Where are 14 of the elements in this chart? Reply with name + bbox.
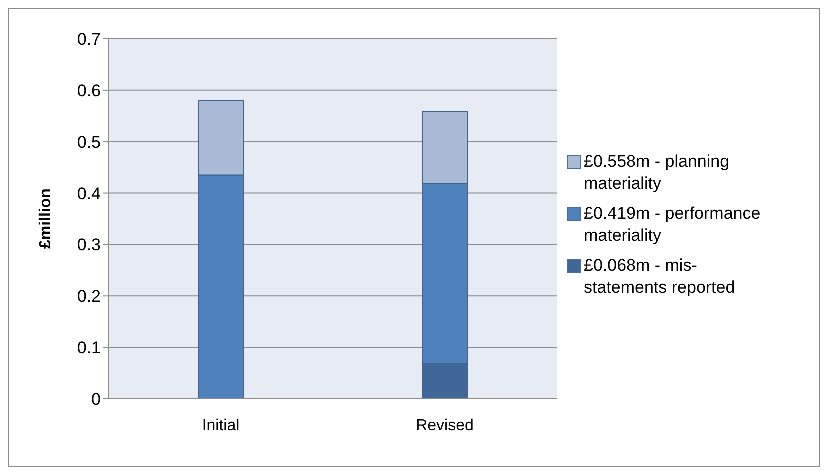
y-tick-label: 0.4 <box>77 184 101 204</box>
y-tick-label: 0 <box>92 390 101 410</box>
y-tick-label: 0.6 <box>77 81 101 100</box>
x-tick-label: Revised <box>416 417 474 434</box>
legend-label: £0.558m - planning materiality <box>584 151 731 195</box>
y-tick-label: 0.3 <box>77 236 101 255</box>
legend-label: £0.419m - performance materiality <box>584 203 762 247</box>
y-tick-label: 0.5 <box>77 132 101 152</box>
y-tick-label: 0.1 <box>77 338 101 358</box>
legend-label: £0.068m - mis-statements reported <box>584 255 736 299</box>
y-tick-label: 0.7 <box>77 30 101 50</box>
x-tick-label: Initial <box>202 417 240 434</box>
y-axis-title: £million <box>38 188 55 249</box>
y-tick-label: 0.2 <box>77 287 101 306</box>
